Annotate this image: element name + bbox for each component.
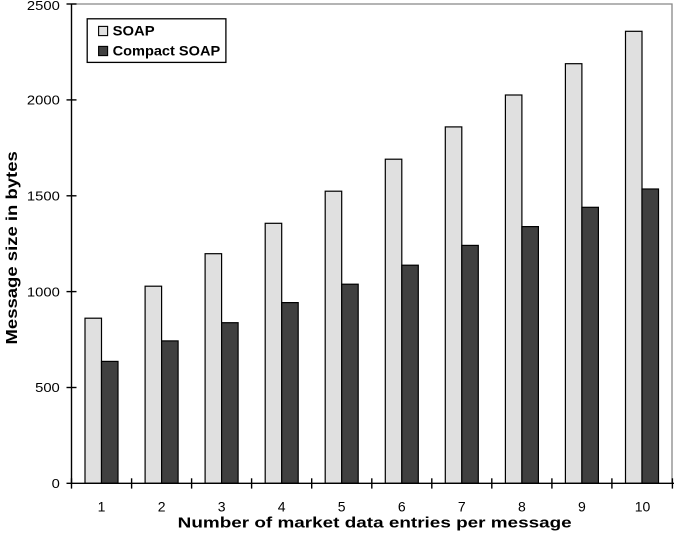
svg-text:2000: 2000 (27, 93, 60, 108)
svg-text:5: 5 (338, 499, 346, 515)
svg-text:2500: 2500 (27, 0, 60, 13)
svg-text:6: 6 (398, 499, 406, 515)
svg-text:4: 4 (278, 499, 286, 515)
svg-text:3: 3 (218, 499, 226, 515)
svg-text:7: 7 (458, 499, 466, 515)
svg-text:Message size in bytes: Message size in bytes (4, 151, 21, 344)
svg-text:500: 500 (35, 380, 60, 395)
svg-text:8: 8 (518, 499, 526, 515)
svg-text:SOAP: SOAP (113, 23, 155, 39)
svg-text:10: 10 (635, 499, 651, 515)
svg-text:1000: 1000 (27, 284, 60, 299)
svg-text:Number of market data entries: Number of market data entries per messag… (178, 515, 572, 532)
svg-text:1: 1 (98, 499, 106, 515)
svg-text:0: 0 (52, 476, 60, 491)
svg-text:1500: 1500 (27, 189, 60, 204)
svg-text:Compact SOAP: Compact SOAP (113, 43, 221, 59)
svg-text:9: 9 (578, 499, 586, 515)
svg-text:2: 2 (158, 499, 166, 515)
